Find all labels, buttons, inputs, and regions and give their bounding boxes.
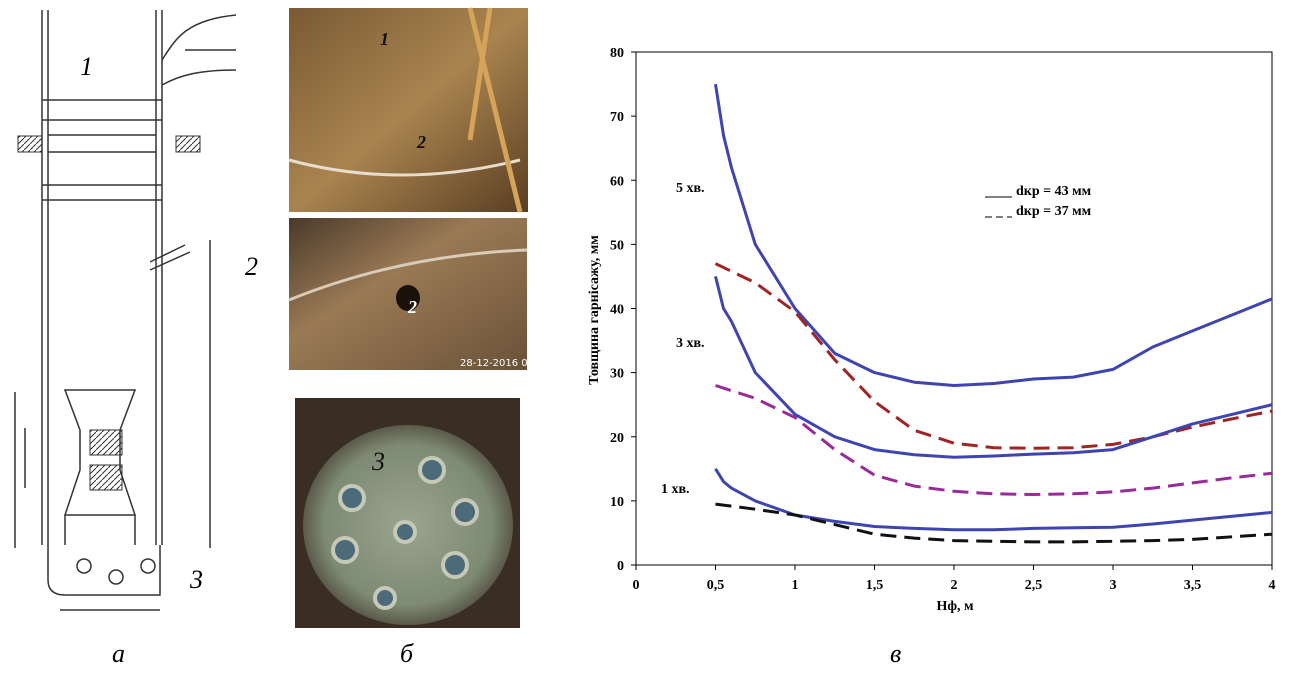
x-axis-label: Нф, м: [936, 599, 974, 614]
series-line: [714, 468, 1273, 532]
y-tick-label: 50: [610, 238, 624, 253]
weld-seam: [288, 158, 521, 177]
series-line: [714, 276, 1273, 459]
drawing-marker: 2: [245, 252, 258, 281]
y-tick-label: 40: [610, 303, 624, 318]
panel-label: б: [400, 639, 414, 668]
photo-marker: 1: [380, 29, 389, 49]
y-tick-label: 80: [610, 46, 624, 61]
x-tick-label: 2: [951, 578, 958, 593]
curve-annotation: 1 хв.: [661, 482, 690, 497]
legend-label: dкр = 37 мм: [1016, 204, 1092, 219]
x-tick-label: 3: [1110, 578, 1117, 593]
hole: [396, 285, 420, 311]
x-tick-label: 4: [1269, 578, 1276, 593]
y-tick-label: 20: [610, 431, 624, 446]
x-tick-label: 0,5: [707, 578, 725, 593]
photo-marker: 2: [407, 297, 417, 317]
y-tick-label: 60: [610, 174, 624, 189]
schematic: [14, 10, 237, 611]
series-line: [714, 83, 1273, 387]
series-line: [715, 384, 1273, 496]
x-tick-label: 1: [792, 578, 799, 593]
photo: [289, 8, 528, 212]
panel-label: в: [890, 639, 901, 668]
chart: Нф, м Товщина гарнісажу, мм 010203040506…: [587, 46, 1276, 614]
curve-annotation: 5 хв.: [676, 181, 705, 196]
curve-annotation: 3 хв.: [676, 336, 705, 351]
panel-label: а: [112, 639, 125, 668]
drawing-marker: 1: [80, 52, 93, 81]
y-axis-label: Товщина гарнісажу, мм: [587, 235, 602, 385]
weld-seam: [288, 248, 528, 302]
x-tick-label: 3,5: [1184, 578, 1202, 593]
photo-marker: 2: [416, 132, 426, 152]
x-tick-label: 2,5: [1025, 578, 1043, 593]
series-line: [714, 262, 1273, 450]
drawing-marker: 3: [189, 565, 203, 594]
legend-label: dкр = 43 мм: [1016, 184, 1092, 199]
series-line: [715, 502, 1273, 544]
x-tick-label: 1,5: [866, 578, 884, 593]
photo-marker: 3: [371, 447, 385, 476]
scaffold: [467, 7, 523, 213]
y-tick-label: 10: [610, 495, 624, 510]
photo-stamp: 28-12-2016 08:3: [460, 358, 544, 369]
nozzle-holes: [331, 456, 479, 610]
y-tick-label: 0: [617, 559, 624, 574]
x-tick-label: 0: [633, 578, 640, 593]
y-tick-label: 70: [610, 110, 624, 125]
y-tick-label: 30: [610, 367, 624, 382]
